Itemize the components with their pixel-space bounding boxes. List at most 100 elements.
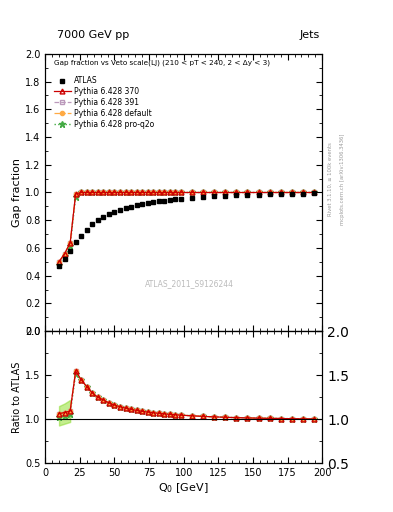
ATLAS	[267, 191, 272, 197]
Pythia 6.428 pro-q2o	[101, 189, 106, 196]
Pythia 6.428 391	[62, 250, 67, 257]
Pythia 6.428 370	[201, 189, 206, 196]
Pythia 6.428 pro-q2o	[79, 189, 84, 196]
Pythia 6.428 391	[267, 189, 272, 196]
ATLAS	[79, 232, 84, 239]
ATLAS	[201, 194, 206, 200]
Pythia 6.428 default	[278, 189, 283, 196]
Pythia 6.428 391	[118, 189, 122, 196]
Pythia 6.428 391	[107, 189, 111, 196]
ATLAS	[223, 193, 228, 199]
Pythia 6.428 370	[84, 189, 89, 196]
Pythia 6.428 default	[145, 189, 150, 196]
Pythia 6.428 pro-q2o	[245, 189, 250, 196]
Pythia 6.428 391	[79, 189, 84, 196]
Pythia 6.428 default	[178, 189, 183, 196]
ATLAS	[101, 215, 106, 221]
Pythia 6.428 391	[112, 189, 117, 196]
Pythia 6.428 370	[267, 189, 272, 196]
Pythia 6.428 370	[101, 189, 106, 196]
Pythia 6.428 391	[245, 189, 250, 196]
Pythia 6.428 default	[118, 189, 122, 196]
Line: Pythia 6.428 391: Pythia 6.428 391	[57, 190, 316, 264]
Pythia 6.428 pro-q2o	[201, 189, 206, 196]
Pythia 6.428 370	[145, 189, 150, 196]
Pythia 6.428 370	[256, 189, 261, 196]
Text: ATLAS_2011_S9126244: ATLAS_2011_S9126244	[145, 280, 234, 289]
Pythia 6.428 pro-q2o	[167, 189, 172, 196]
Pythia 6.428 pro-q2o	[118, 189, 122, 196]
Pythia 6.428 pro-q2o	[301, 189, 305, 196]
ATLAS	[73, 240, 78, 246]
Pythia 6.428 pro-q2o	[234, 189, 239, 196]
Pythia 6.428 391	[234, 189, 239, 196]
Pythia 6.428 391	[167, 189, 172, 196]
ATLAS	[95, 217, 100, 223]
Pythia 6.428 default	[73, 191, 78, 197]
Pythia 6.428 391	[156, 189, 161, 196]
Pythia 6.428 pro-q2o	[68, 243, 72, 249]
Pythia 6.428 pro-q2o	[57, 262, 61, 268]
Pythia 6.428 pro-q2o	[140, 189, 145, 196]
Pythia 6.428 default	[151, 189, 156, 196]
Pythia 6.428 default	[245, 189, 250, 196]
Pythia 6.428 pro-q2o	[95, 189, 100, 196]
Pythia 6.428 370	[68, 240, 72, 246]
Pythia 6.428 370	[234, 189, 239, 196]
Pythia 6.428 default	[68, 240, 72, 246]
ATLAS	[145, 200, 150, 206]
Pythia 6.428 370	[90, 189, 95, 196]
ATLAS	[112, 208, 117, 215]
Pythia 6.428 370	[134, 189, 139, 196]
Pythia 6.428 pro-q2o	[156, 189, 161, 196]
ATLAS	[278, 191, 283, 197]
Y-axis label: Gap fraction: Gap fraction	[12, 158, 22, 227]
Text: Jets: Jets	[300, 30, 320, 40]
ATLAS	[212, 193, 217, 199]
Pythia 6.428 default	[129, 189, 134, 196]
ATLAS	[62, 256, 67, 262]
Pythia 6.428 391	[95, 189, 100, 196]
Pythia 6.428 391	[145, 189, 150, 196]
Pythia 6.428 pro-q2o	[312, 189, 316, 196]
ATLAS	[151, 199, 156, 205]
Pythia 6.428 pro-q2o	[112, 189, 117, 196]
Pythia 6.428 370	[289, 189, 294, 196]
Pythia 6.428 pro-q2o	[151, 189, 156, 196]
Pythia 6.428 default	[289, 189, 294, 196]
Pythia 6.428 default	[201, 189, 206, 196]
ATLAS	[167, 197, 172, 203]
Pythia 6.428 370	[73, 191, 78, 197]
Pythia 6.428 default	[57, 259, 61, 265]
Text: mcplots.cern.ch [arXiv:1306.3436]: mcplots.cern.ch [arXiv:1306.3436]	[340, 134, 345, 225]
Pythia 6.428 370	[173, 189, 178, 196]
Pythia 6.428 default	[223, 189, 228, 196]
Pythia 6.428 pro-q2o	[223, 189, 228, 196]
Pythia 6.428 391	[151, 189, 156, 196]
Text: 7000 GeV pp: 7000 GeV pp	[57, 30, 129, 40]
Pythia 6.428 391	[101, 189, 106, 196]
ATLAS	[68, 248, 72, 254]
Pythia 6.428 391	[57, 259, 61, 265]
ATLAS	[173, 196, 178, 202]
Pythia 6.428 default	[190, 189, 195, 196]
Pythia 6.428 pro-q2o	[162, 189, 167, 196]
ATLAS	[156, 198, 161, 204]
Pythia 6.428 370	[140, 189, 145, 196]
Pythia 6.428 391	[123, 189, 128, 196]
ATLAS	[123, 205, 128, 211]
Pythia 6.428 370	[190, 189, 195, 196]
Pythia 6.428 pro-q2o	[173, 189, 178, 196]
Pythia 6.428 default	[90, 189, 95, 196]
Pythia 6.428 370	[62, 250, 67, 257]
ATLAS	[289, 191, 294, 197]
Pythia 6.428 370	[301, 189, 305, 196]
Pythia 6.428 pro-q2o	[278, 189, 283, 196]
Pythia 6.428 default	[212, 189, 217, 196]
Pythia 6.428 370	[57, 259, 61, 265]
Pythia 6.428 370	[123, 189, 128, 196]
Pythia 6.428 pro-q2o	[289, 189, 294, 196]
Pythia 6.428 370	[118, 189, 122, 196]
ATLAS	[162, 198, 167, 204]
Pythia 6.428 391	[84, 189, 89, 196]
